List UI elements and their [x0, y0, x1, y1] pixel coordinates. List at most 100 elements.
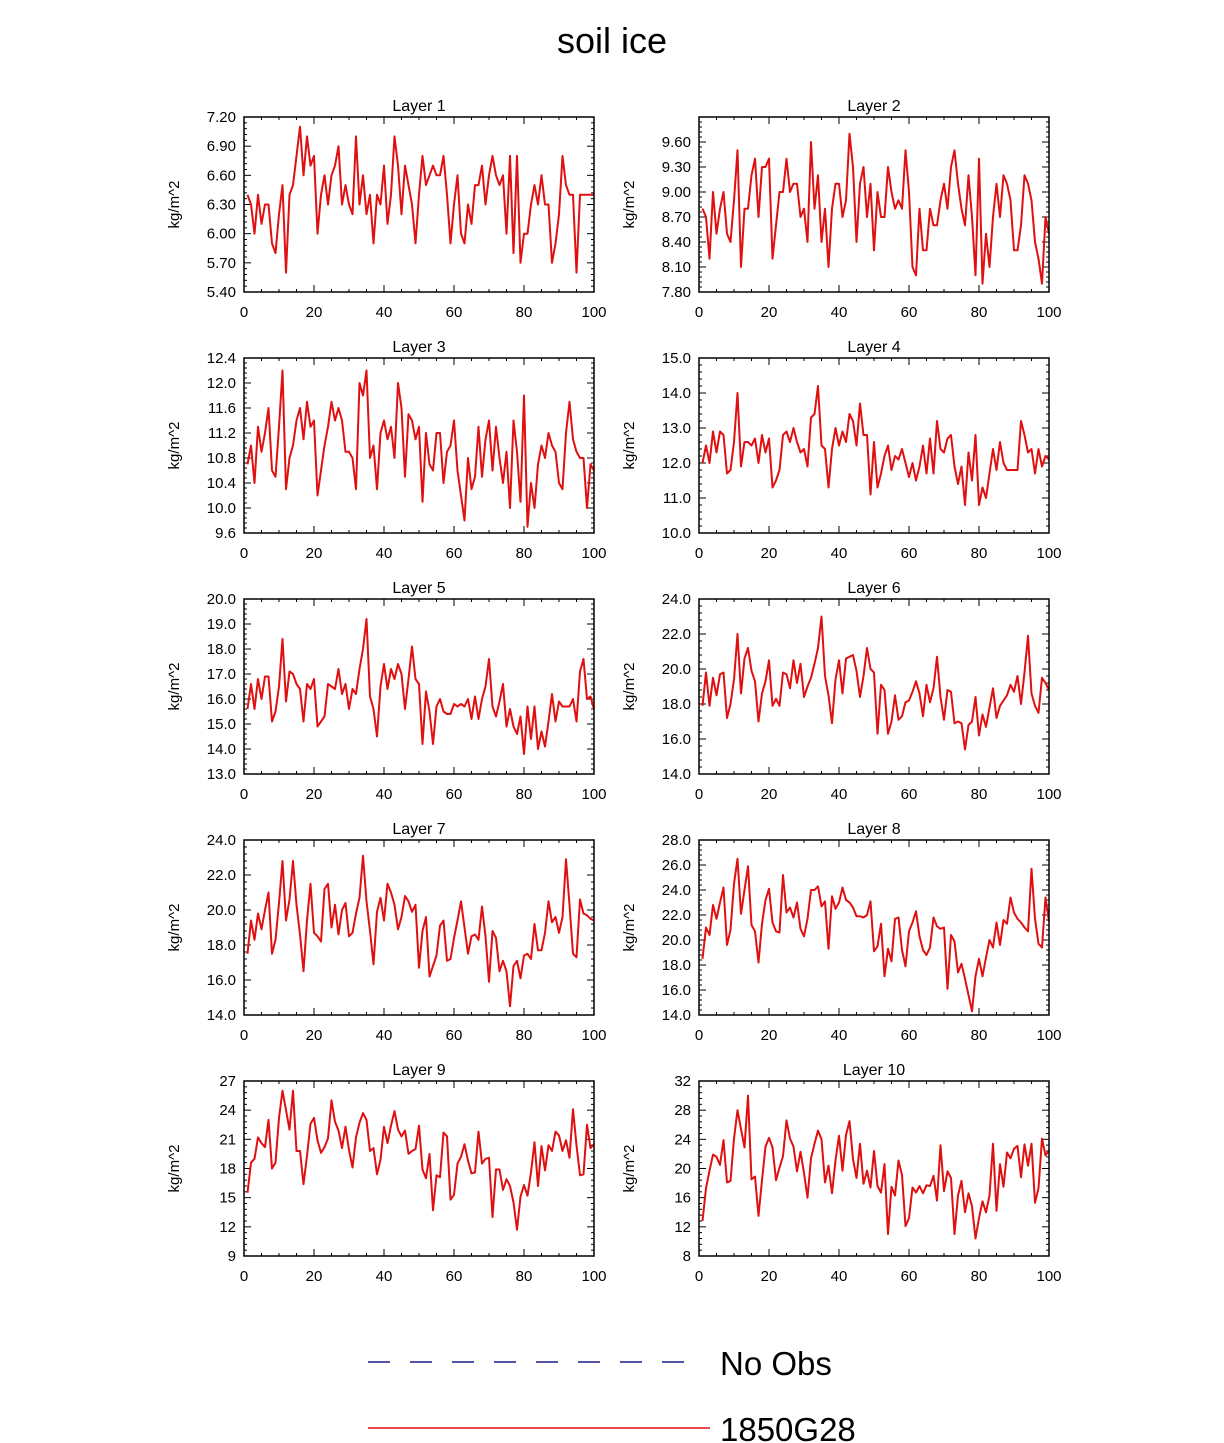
y-tick-label: 11.2 — [208, 425, 236, 442]
x-tick-label: 100 — [581, 1268, 606, 1285]
y-tick-label: 12.4 — [207, 350, 236, 367]
series-line-1850g28 — [246, 854, 595, 1008]
panel-title: Layer 7 — [392, 821, 445, 838]
panel-2: Layer 2 kg/m^2 0 20 40 60 80 100 7.80 8.10 8.40 8.7… — [621, 98, 1062, 321]
x-tick-label: 20 — [761, 304, 778, 321]
y-tick-label: 18.0 — [207, 641, 236, 658]
x-tick-label: 20 — [306, 545, 323, 562]
x-tick-label: 40 — [376, 545, 393, 562]
x-tick-label: 0 — [695, 1027, 703, 1044]
panel-3: Layer 3 kg/m^2 0 20 40 60 80 100 9.6 10.0 10.4 10.8… — [166, 339, 607, 562]
y-tick-label: 24 — [219, 1102, 236, 1119]
y-axis-label: kg/m^2 — [166, 181, 183, 229]
x-tick-label: 60 — [446, 786, 463, 803]
x-tick-label: 0 — [240, 1027, 248, 1044]
x-tick-label: 0 — [240, 1268, 248, 1285]
y-tick-label: 18.0 — [662, 696, 691, 713]
x-tick-label: 20 — [761, 786, 778, 803]
y-tick-label: 10.4 — [207, 475, 236, 492]
x-tick-label: 80 — [971, 545, 988, 562]
x-tick-label: 40 — [831, 545, 848, 562]
y-tick-label: 11.0 — [663, 490, 691, 507]
y-tick-label: 15.0 — [662, 350, 691, 367]
y-tick-label: 10.0 — [662, 525, 691, 542]
y-tick-label: 14.0 — [207, 1007, 236, 1024]
x-tick-label: 80 — [516, 304, 533, 321]
y-axis-label: kg/m^2 — [621, 904, 638, 952]
plot-frame — [243, 357, 595, 534]
plot-frame — [698, 1080, 1050, 1257]
y-tick-label: 6.30 — [207, 197, 236, 214]
y-axis-label: kg/m^2 — [166, 904, 183, 952]
y-tick-label: 9 — [228, 1248, 236, 1265]
y-tick-label: 6.00 — [207, 226, 236, 243]
y-tick-label: 19.0 — [207, 616, 236, 633]
y-tick-label: 9.60 — [662, 134, 691, 151]
panel-title: Layer 9 — [392, 1062, 445, 1079]
y-tick-label: 9.30 — [662, 159, 691, 176]
panel-4: Layer 4 kg/m^2 0 20 40 60 80 100 10.0 11.0 12.0 13.… — [621, 339, 1062, 562]
series-line-1850g28 — [246, 125, 594, 274]
y-tick-label: 22.0 — [662, 907, 691, 924]
x-tick-label: 60 — [446, 304, 463, 321]
series-line-1850g28 — [701, 857, 1050, 1013]
y-tick-label: 14.0 — [207, 741, 236, 758]
y-tick-label: 22.0 — [662, 626, 691, 643]
x-tick-label: 20 — [306, 1027, 323, 1044]
panel-title: Layer 10 — [843, 1062, 905, 1079]
y-tick-label: 17.0 — [207, 666, 236, 683]
y-axis-label: kg/m^2 — [621, 1145, 638, 1193]
x-tick-label: 60 — [901, 1268, 918, 1285]
panel-10: Layer 10 kg/m^2 0 20 40 60 80 100 8 12 16 20 24 28 32 — [621, 1062, 1062, 1285]
panel-5: Layer 5 kg/m^2 0 20 40 60 80 100 13.0 14.0 15.0 16.… — [166, 580, 607, 803]
x-tick-label: 100 — [1036, 1027, 1061, 1044]
x-tick-label: 20 — [306, 304, 323, 321]
series-line-1850g28 — [246, 618, 595, 755]
x-tick-label: 100 — [1036, 304, 1061, 321]
x-tick-label: 60 — [901, 786, 918, 803]
x-tick-label: 60 — [446, 1027, 463, 1044]
plot-frame — [243, 839, 595, 1016]
y-tick-label: 20.0 — [207, 591, 236, 608]
y-tick-label: 13.0 — [207, 766, 236, 783]
y-axis-label: kg/m^2 — [621, 663, 638, 711]
panel-title: Layer 5 — [392, 580, 445, 597]
x-tick-label: 20 — [761, 1027, 778, 1044]
y-tick-label: 20.0 — [662, 932, 691, 949]
series-line-1850g28 — [701, 615, 1050, 751]
y-tick-label: 14.0 — [662, 385, 691, 402]
y-tick-label: 18.0 — [662, 957, 691, 974]
x-tick-label: 20 — [306, 1268, 323, 1285]
x-tick-label: 80 — [516, 545, 533, 562]
panel-7: Layer 7 kg/m^2 0 20 40 60 80 100 14.0 16.0 18.0 20.… — [166, 821, 607, 1044]
y-tick-label: 10.8 — [207, 450, 236, 467]
x-tick-label: 60 — [901, 304, 918, 321]
x-tick-label: 80 — [971, 1268, 988, 1285]
x-tick-label: 80 — [971, 786, 988, 803]
panel-8: Layer 8 kg/m^2 0 20 40 60 80 100 14.0 16.0 18.0 20.… — [621, 821, 1062, 1044]
y-axis-label: kg/m^2 — [166, 1145, 183, 1193]
y-tick-label: 22.0 — [207, 867, 236, 884]
x-tick-label: 40 — [831, 1027, 848, 1044]
x-tick-label: 60 — [901, 545, 918, 562]
x-tick-label: 0 — [695, 786, 703, 803]
y-tick-label: 8.10 — [662, 259, 691, 276]
panel-title: Layer 4 — [847, 339, 900, 356]
panel-1: Layer 1 kg/m^2 0 20 40 60 80 100 5.40 5.70 6.00 6.3… — [166, 98, 607, 321]
y-tick-label: 15.0 — [207, 716, 236, 733]
x-tick-label: 80 — [516, 1268, 533, 1285]
x-tick-label: 100 — [1036, 1268, 1061, 1285]
x-tick-label: 80 — [516, 786, 533, 803]
panel-title: Layer 2 — [847, 98, 900, 115]
y-tick-label: 15 — [219, 1190, 236, 1207]
y-tick-label: 16.0 — [207, 972, 236, 989]
x-tick-label: 60 — [446, 1268, 463, 1285]
x-tick-label: 100 — [581, 304, 606, 321]
y-axis-label: kg/m^2 — [621, 422, 638, 470]
series-line-1850g28 — [701, 1094, 1050, 1240]
y-tick-label: 16.0 — [207, 691, 236, 708]
x-tick-label: 100 — [581, 1027, 606, 1044]
panel-title: Layer 3 — [392, 339, 445, 356]
series-line-1850g28 — [701, 385, 1050, 506]
y-tick-label: 8.70 — [662, 209, 691, 226]
